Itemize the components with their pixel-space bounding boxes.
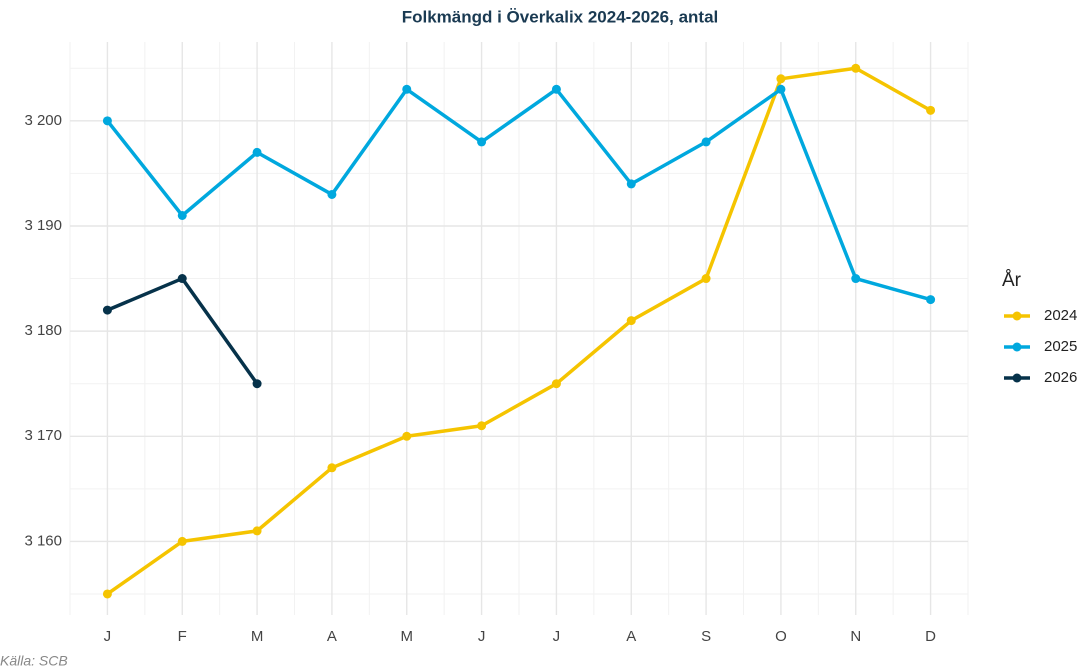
x-tick-label: J [553,628,561,645]
point [701,137,711,147]
point [177,210,187,220]
series-line [106,66,932,596]
point [177,536,187,546]
x-tick-label: M [401,628,414,645]
point [252,147,262,157]
chart-title: Folkmängd i Överkalix 2024-2026, antal [402,7,719,26]
point [402,431,412,441]
point [851,63,861,73]
legend-swatch-point [1012,342,1022,352]
caption: Källa: SCB [0,653,68,669]
point [327,189,337,199]
point [177,274,187,284]
series-line [106,87,932,302]
point [701,274,711,284]
point [776,84,786,94]
y-tick-label: 3 190 [24,217,62,234]
x-tick-label: S [701,628,711,645]
legend-label: 2024 [1044,307,1077,324]
point [626,316,636,326]
point [327,463,337,473]
point [551,84,561,94]
y-tick-label: 3 170 [24,427,62,444]
legend-label: 2026 [1044,369,1077,386]
point [926,105,936,115]
x-tick-label: A [327,628,337,645]
x-tick-label: J [478,628,486,645]
point [477,137,487,147]
point [926,295,936,305]
point [626,179,636,189]
point [776,74,786,84]
point [402,84,412,94]
legend-label: 2025 [1044,338,1077,355]
y-tick-label: 3 160 [24,532,62,549]
x-tick-label: A [626,628,636,645]
x-tick-label: J [104,628,112,645]
point [252,379,262,389]
x-tick-label: O [775,628,787,645]
y-tick-label: 3 200 [24,112,62,129]
point [851,274,861,284]
point [252,526,262,536]
point [551,379,561,389]
x-tick-label: F [178,628,187,645]
point [102,116,112,126]
legend-swatch-point [1012,311,1022,321]
point [102,305,112,315]
y-tick-label: 3 180 [24,322,62,339]
x-tick-label: M [251,628,264,645]
point [477,421,487,431]
x-tick-label: N [850,628,861,645]
legend-swatch-point [1012,373,1022,383]
legend-title: År [1002,270,1022,291]
point [102,589,112,599]
x-tick-label: D [925,628,936,645]
